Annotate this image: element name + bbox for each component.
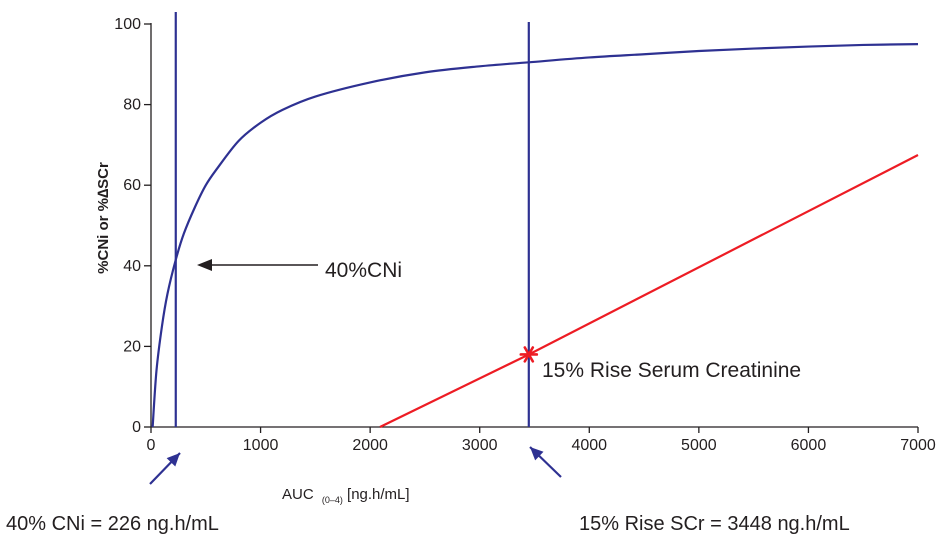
scr-axis-arrow [529, 446, 562, 478]
x-axis-ticks: 0 1000 2000 3000 4000 5000 6000 7000 [147, 427, 936, 454]
y-tick-label: 40 [123, 258, 141, 275]
y-tick-label: 60 [123, 177, 141, 194]
serum-creatinine-line [379, 153, 919, 428]
scr-axis-arrow-head [530, 447, 544, 461]
asterisk-stroke [523, 346, 535, 363]
cni-annotation: 40%CNi [325, 259, 402, 282]
y-axis-label: %CNi or %∆SCr [95, 162, 112, 274]
cni-axis-arrow-head [166, 453, 180, 467]
x-tick-label: 6000 [791, 437, 827, 454]
y-axis-ticks: 0 20 40 60 80 100 [114, 16, 151, 436]
x-tick-label: 2000 [352, 437, 388, 454]
x-tick-label: 4000 [571, 437, 607, 454]
scr-annotation: 15% Rise Serum Creatinine [542, 359, 801, 382]
y-tick-label: 20 [123, 338, 141, 355]
y-tick-label: 80 [123, 97, 141, 114]
x-tick-label: 7000 [900, 437, 936, 454]
x-tick-label: 5000 [681, 437, 717, 454]
scr-result-note: 15% Rise SCr = 3448 ng.h/mL [579, 513, 850, 535]
cni-emax-curve [151, 43, 919, 428]
cni-pointer-arrowhead [197, 259, 212, 271]
x-axis-label: AUC (0–4) [ng.h/mL] [282, 486, 410, 507]
y-tick-label: 100 [114, 16, 141, 33]
asterisk-marker [519, 346, 539, 363]
annotations: 40%CNi 15% Rise Serum Creatinine [149, 259, 801, 485]
cni-axis-arrow [149, 452, 181, 485]
x-axis-label-unit: [ng.h/mL] [347, 486, 410, 503]
axes [150, 23, 918, 428]
x-axis-label-sub: (0–4) [322, 495, 343, 505]
cni-result-note: 40% CNi = 226 ng.h/mL [6, 513, 219, 535]
vertical-reference-lines [174, 12, 530, 427]
x-tick-label: 3000 [462, 437, 498, 454]
x-tick-label: 1000 [243, 437, 279, 454]
x-tick-label: 0 [147, 437, 156, 454]
y-tick-label: 0 [132, 419, 141, 436]
x-axis-label-main: AUC [282, 486, 314, 503]
series-group [151, 43, 919, 428]
